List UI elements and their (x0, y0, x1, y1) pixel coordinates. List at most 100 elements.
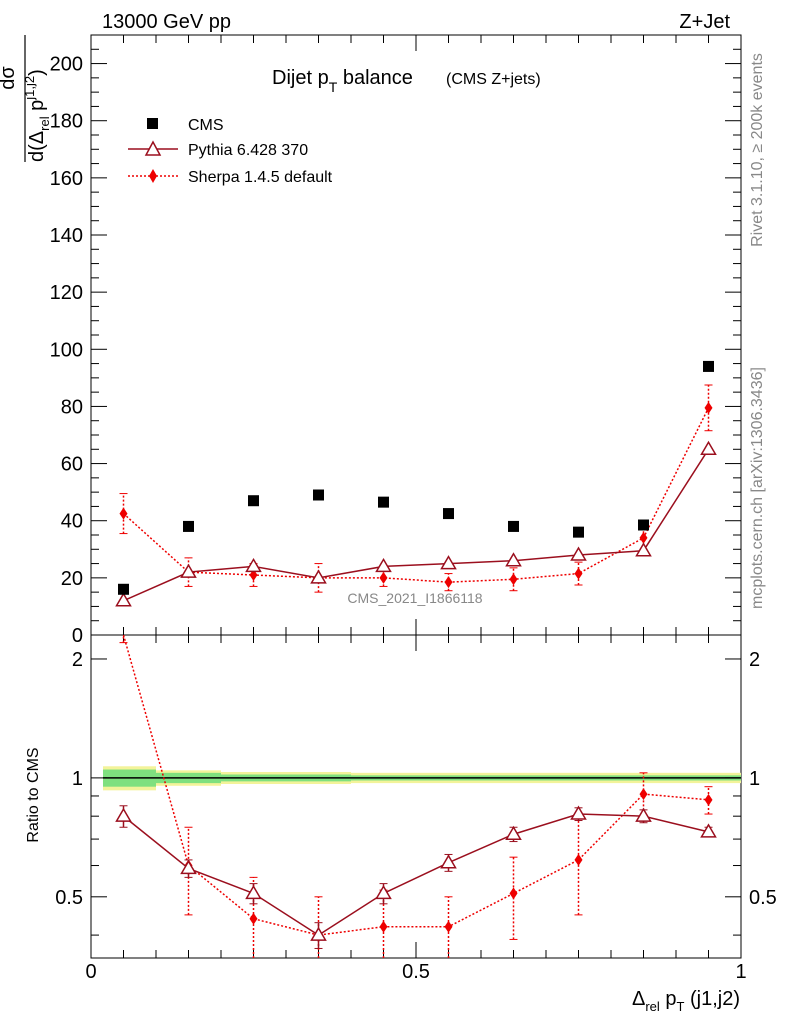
pythia-ratio-point (700, 823, 717, 838)
ratio-ytick-label-right: 2 (749, 649, 760, 671)
y-label-close: ) (26, 69, 48, 76)
ratio-reference-band (103, 766, 741, 791)
ratio-xtick-label: 0.5 (402, 961, 430, 983)
pythia-point (635, 542, 652, 557)
ratio-ytick-label: 0.5 (55, 887, 83, 909)
main-ytick-label: 120 (50, 282, 83, 304)
sherpa-ratio-point (444, 920, 453, 933)
main-ytick-label: 40 (61, 511, 83, 533)
sherpa-ratio-point (639, 788, 648, 801)
main-ytick-label: 160 (50, 168, 83, 190)
rivet-label: Rivet 3.1.10, ≥ 200k events (749, 53, 766, 247)
x-label-p: p (660, 988, 677, 1010)
legend-pythia-marker (144, 140, 162, 156)
main-plot-area (115, 360, 717, 607)
sherpa-ratio-point (574, 853, 583, 866)
cms-point (248, 495, 259, 507)
ratio-xtick-label: 0 (85, 961, 96, 983)
sherpa-point (444, 576, 453, 589)
sherpa-point (379, 571, 388, 584)
legend-cms-label: CMS (188, 117, 224, 134)
x-label-rel: rel (645, 999, 660, 1014)
title-subscript: T (329, 79, 338, 95)
pythia-ratio-point (180, 859, 197, 875)
x-label-T: T (676, 999, 684, 1014)
cms-point (183, 520, 194, 532)
legend-item-sherpa: Sherpa 1.4.5 default (128, 169, 333, 186)
ratio-xtick-label: 1 (735, 961, 746, 983)
cms-point (703, 360, 714, 372)
y-label-numerator: dσ (0, 66, 19, 90)
pythia-ratio-point (440, 854, 457, 869)
pythia-ratio-point (635, 807, 652, 822)
pythia-ratio-point (570, 805, 587, 820)
main-ytick-label: 180 (50, 111, 83, 133)
main-title: Dijet pT balance (CMS Z+jets) (272, 67, 541, 95)
main-ytick-label: 140 (50, 225, 83, 247)
title-text: Dijet p (272, 67, 329, 89)
cms-point (378, 496, 389, 508)
x-axis-label: Δrel pT (j1,j2) (632, 988, 740, 1014)
x-label-suffix: (j1,j2) (684, 988, 740, 1010)
ratio-ytick-label: 1 (72, 768, 83, 790)
main-y-label: dσ d(Δrel pj1,j2) (0, 35, 52, 162)
ratio-plot-area (115, 634, 717, 958)
pythia-point (700, 440, 717, 456)
sherpa-point (119, 507, 128, 520)
sherpa-ratio-point (704, 793, 713, 806)
header-process: Z+Jet (679, 11, 730, 33)
legend-item-pythia: Pythia 6.428 370 (128, 140, 308, 159)
legend-sherpa-label: Sherpa 1.4.5 default (188, 169, 333, 186)
x-label-delta: Δ (632, 988, 645, 1010)
title-note: (CMS Z+jets) (446, 71, 541, 88)
header-energy: 13000 GeV pp (102, 11, 231, 33)
pythia-point (375, 557, 392, 573)
pythia-point (310, 569, 327, 584)
legend-sherpa-marker (149, 169, 157, 183)
cms-point (443, 508, 454, 520)
y-label-rel: rel (37, 116, 52, 131)
sherpa-point (704, 401, 713, 414)
y-label-sup: j1,j2 (22, 76, 37, 101)
pythia-point (505, 552, 522, 567)
mcplots-label: mcplots.cern.ch [arXiv:1306.3436] (749, 367, 766, 609)
main-panel: 0 20 40 60 80 100 120 140 160 180 200 Dijet pT bal… (0, 34, 742, 647)
cms-point (508, 520, 519, 532)
svg-text:d(Δrel pj1,j2): d(Δrel pj1,j2) (22, 69, 52, 162)
y-label-p: p (26, 100, 48, 117)
legend-cms-marker (147, 118, 158, 129)
ratio-ytick-label-right: 0.5 (749, 887, 777, 909)
svg-text:Dijet pT balance: Dijet pT balance (272, 67, 413, 95)
pythia-point (245, 557, 262, 573)
ratio-y-label: Ratio to CMS (25, 747, 42, 842)
ratio-ytick-label-right: 1 (749, 768, 760, 790)
ratio-ytick-label: 2 (72, 649, 83, 671)
sherpa-ratio-line (122, 634, 709, 936)
main-ytick-label: 200 (50, 54, 83, 76)
sherpa-ratio-point (249, 912, 258, 925)
pythia-ratio-line (123, 813, 709, 936)
y-label-denom: d(Δ (26, 131, 48, 162)
cms-point (118, 583, 129, 595)
pythia-point (180, 563, 197, 578)
pythia-ratio-point (375, 884, 392, 900)
cms-point (573, 526, 584, 538)
sherpa-ratio-point (509, 887, 518, 900)
ratio-panel: 0.5 0.5 1 1 2 2 0 0.5 1 Ratio to CMS Δrel pT (j… (25, 634, 777, 1014)
sherpa-point (509, 573, 518, 586)
ratio-y-axis: 0.5 0.5 1 1 2 2 (55, 649, 777, 936)
sherpa-point (639, 531, 648, 544)
main-ytick-label: 100 (50, 339, 83, 361)
legend-item-cms: CMS (147, 117, 224, 134)
sherpa-ratio-point (379, 920, 388, 933)
main-ytick-label: 60 (61, 454, 83, 476)
title-suffix: balance (337, 67, 413, 89)
main-ytick-label: 20 (61, 568, 83, 590)
pythia-point (440, 555, 457, 570)
pythia-ratio-point (310, 926, 327, 941)
pythia-ratio-point (505, 825, 522, 841)
sherpa-point (574, 567, 583, 580)
pythia-ratio-point (245, 884, 262, 900)
legend: CMS Pythia 6.428 370 Sherpa 1.4.5 defaul… (128, 117, 333, 186)
analysis-watermark: CMS_2021_I1866118 (347, 590, 482, 606)
